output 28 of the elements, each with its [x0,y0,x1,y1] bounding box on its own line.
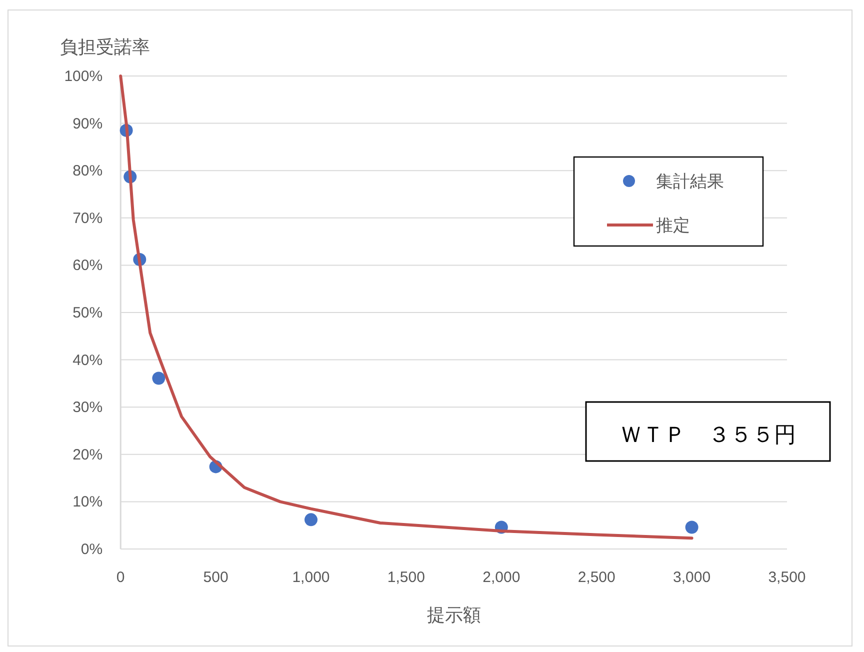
y-tick-label: 90% [72,115,103,132]
x-tick-label: 2,000 [482,569,520,586]
point [685,520,698,534]
annotation: ＷＴＰ ３５５円 [585,401,831,462]
y-tick-label: 40% [72,352,103,369]
y-tick-label: 50% [72,304,103,322]
y-tick-label: 70% [72,210,103,227]
y-tick-label: 10% [72,494,103,511]
legend-label: 集計結果 [656,172,724,191]
x-tick-label: 1,000 [292,569,330,586]
y-tick-label: 60% [72,257,103,274]
y-tick-label: 80% [72,162,103,180]
annotation: ＷＴＰ ３５５円 [620,422,796,447]
x-tick-label: 1,500 [387,569,425,586]
point [152,372,166,385]
x-tick-label: 3,000 [673,569,711,586]
x-tick-label: 500 [203,569,228,586]
y-tick-label: 20% [72,446,103,464]
x-tick-label: 2,500 [578,569,616,586]
y-tick-label: 30% [72,399,103,416]
x-tick-label: 3,500 [768,569,806,586]
legend-label: 推定 [656,216,690,235]
x-axis-title: 提示額 [426,605,481,625]
x-tick-label: 0 [116,569,125,586]
y-tick-label: 0% [80,541,103,558]
y-axis-title: 負担受諾率 [60,37,150,57]
point [304,513,318,526]
y-tick-label: 100% [64,68,103,85]
